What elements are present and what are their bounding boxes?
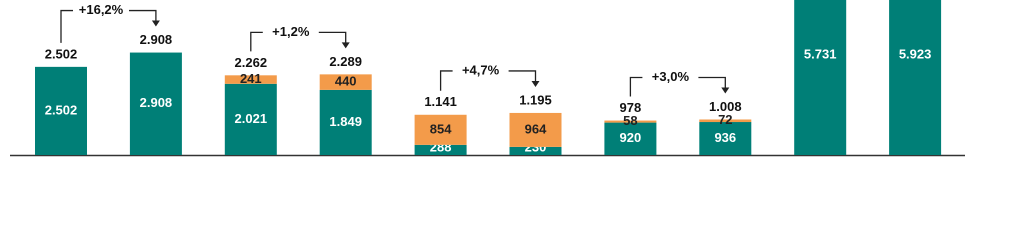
bar-segment: [129, 52, 182, 155]
bar-segment: [224, 83, 277, 155]
bar-segment: [699, 122, 752, 155]
segment-label: 72: [718, 112, 732, 127]
bar-segment: [224, 75, 277, 84]
arrow-head: [531, 80, 540, 87]
bar-segment: [35, 66, 87, 155]
segment-label: 920: [620, 130, 642, 145]
bar-segment: [319, 89, 372, 155]
bar-segment: [509, 146, 562, 155]
segment-label: 440: [335, 74, 357, 89]
segment-label: 58: [623, 113, 637, 128]
bar-segment: [699, 119, 752, 123]
bracket: [629, 76, 726, 97]
growth-annotation: +1,2%: [272, 24, 310, 39]
bar-segment: [414, 114, 467, 145]
arrow-head: [341, 42, 350, 49]
arrow-head: [151, 20, 160, 27]
bar-segment: [604, 120, 657, 123]
bar-segment: [319, 74, 372, 90]
bar-segment: [889, 0, 942, 156]
bracket: [250, 31, 347, 52]
growth-annotation: +4,7%: [462, 62, 500, 77]
total-label: 2.908: [140, 32, 173, 47]
segment-label: 241: [240, 71, 262, 86]
bracket: [439, 70, 537, 91]
total-label: 1.195: [519, 92, 552, 107]
segment-label: 5.923: [899, 46, 932, 61]
segment-label: 936: [714, 130, 736, 145]
segment-label: 2.021: [235, 111, 268, 126]
total-label: 978: [620, 100, 642, 115]
segment-label: 2.502: [45, 102, 78, 117]
segment-label: 1.849: [329, 114, 362, 129]
arrow-head: [721, 87, 730, 94]
total-label: 2.262: [235, 55, 268, 70]
bar-segment: [604, 122, 657, 155]
total-label: 1.008: [709, 99, 742, 114]
segment-label: 964: [525, 121, 547, 136]
segment-label: 5.731: [804, 46, 837, 61]
segment-label: 854: [430, 121, 452, 136]
total-label: 1.141: [424, 94, 457, 109]
segment-label: 2.908: [140, 95, 173, 110]
growth-annotation: +16,2%: [79, 2, 124, 17]
growth-annotation: +3,0%: [652, 69, 690, 84]
total-label: 2.289: [329, 54, 362, 69]
bracket: [60, 9, 157, 43]
bar-segment: [794, 0, 847, 155]
total-label: 2.502: [45, 46, 78, 61]
bar-segment: [509, 112, 562, 147]
bar-segment: [414, 144, 467, 155]
